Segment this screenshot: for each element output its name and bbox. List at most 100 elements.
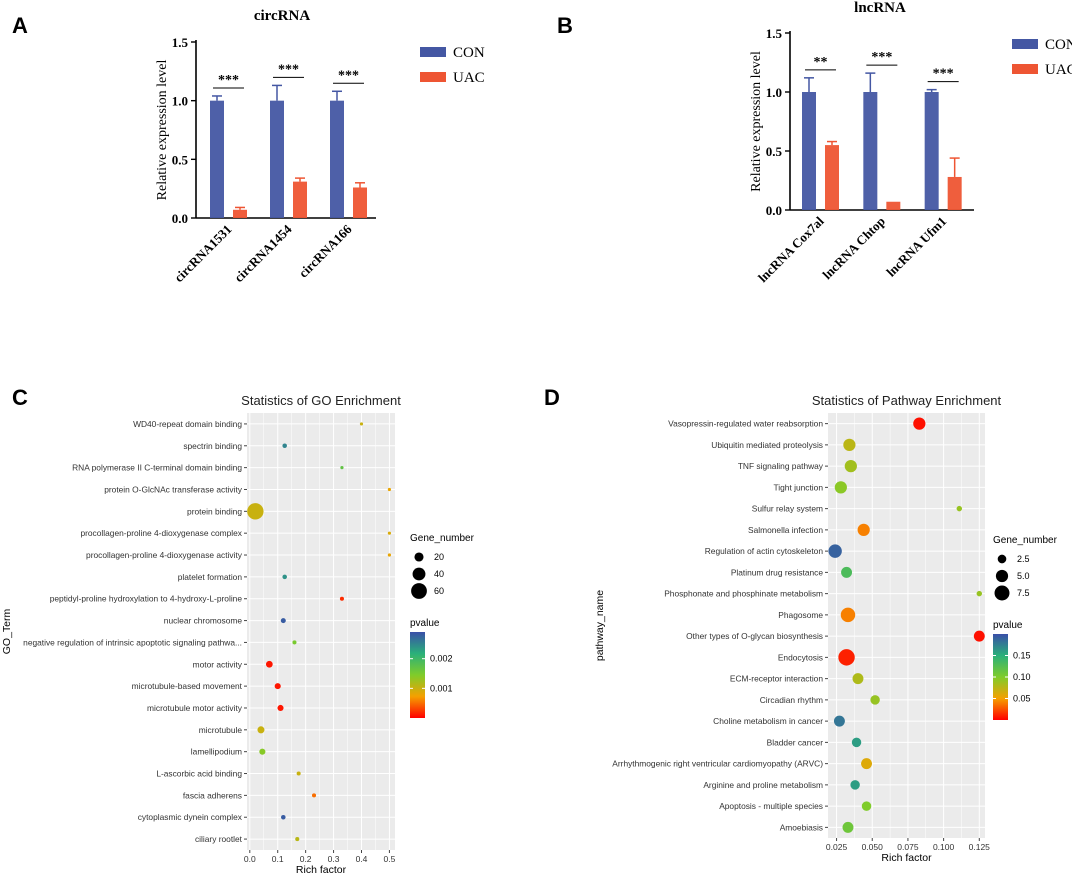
term-label: Endocytosis — [778, 652, 823, 662]
term-label: microtubule motor activity — [147, 703, 243, 713]
y-tick-label: 0.0 — [766, 203, 782, 218]
data-point — [851, 737, 862, 748]
y-axis-label: GO_Term — [1, 608, 13, 654]
data-point — [833, 715, 845, 727]
panel-letter-b: B — [557, 13, 573, 38]
bar-con — [330, 100, 344, 218]
y-tick-label: 1.0 — [766, 85, 782, 100]
data-point — [257, 726, 265, 734]
term-label: Tight junction — [773, 482, 823, 492]
data-point — [843, 438, 856, 451]
term-label: Phosphonate and phosphinate metabolism — [664, 589, 823, 599]
x-tick-label: 0.050 — [862, 842, 884, 852]
y-tick-label: 0.5 — [766, 144, 783, 159]
data-point — [850, 780, 860, 790]
size-legend-dot — [997, 554, 1007, 564]
size-legend-label: 60 — [434, 586, 444, 596]
bar-uac — [233, 209, 247, 218]
data-point — [282, 443, 287, 449]
color-legend-label: 0.002 — [430, 654, 453, 664]
x-tick-label: 0.0 — [244, 854, 256, 864]
term-label: Sulfur relay system — [752, 504, 823, 514]
chart-title: Statistics of Pathway Enrichment — [812, 393, 1002, 408]
x-tick-label: 0.4 — [356, 854, 368, 864]
panel-letter-a: A — [12, 13, 28, 38]
legend-swatch-con — [1012, 39, 1038, 49]
data-point — [861, 801, 872, 811]
term-label: Salmonella infection — [748, 525, 823, 535]
term-label: ECM-receptor interaction — [730, 674, 823, 684]
chart-title: Statistics of GO Enrichment — [241, 393, 401, 408]
y-tick-label: 1.0 — [172, 94, 188, 109]
term-label: Circadian rhythm — [760, 695, 823, 705]
term-label: Ubiquitin mediated proteolysis — [711, 440, 823, 450]
size-legend-label: 2.5 — [1017, 554, 1030, 564]
y-tick-label: 1.5 — [172, 35, 189, 50]
y-tick-label: 0.0 — [172, 211, 188, 226]
y-tick-label: 1.5 — [766, 26, 783, 41]
size-legend-title: Gene_number — [410, 533, 475, 544]
panel-letter-d: D — [544, 385, 560, 410]
term-label: Platinum drug resistance — [731, 567, 824, 577]
term-label: cytoplasmic dynein complex — [138, 812, 243, 822]
color-legend-title: pvalue — [993, 620, 1023, 631]
data-point — [840, 607, 856, 623]
significance-label: *** — [933, 67, 954, 82]
bar-con — [863, 92, 878, 210]
term-label: spectrin binding — [183, 441, 242, 451]
size-legend-dot — [994, 585, 1010, 601]
significance-label: *** — [871, 50, 892, 65]
term-label: negative regulation of intrinsic apoptot… — [23, 637, 242, 647]
data-point — [280, 618, 286, 624]
term-label: Bladder cancer — [767, 737, 824, 747]
size-legend-dot — [414, 552, 424, 562]
legend-label-uac: UAC — [453, 70, 485, 86]
term-label: nuclear chromosome — [164, 616, 243, 626]
data-point — [387, 553, 392, 557]
term-label: microtubule — [199, 725, 243, 735]
legend-label-uac: UAC — [1045, 62, 1072, 78]
size-legend-dot — [412, 567, 426, 581]
x-category-label: circRNA1531 — [171, 222, 235, 286]
term-label: protein binding — [187, 506, 242, 516]
pathway-enrichment-chart: Statistics of Pathway Enrichment Vasopres… — [594, 393, 1058, 864]
data-point — [841, 566, 853, 578]
bar-uac — [886, 201, 901, 210]
size-legend-label: 5.0 — [1017, 571, 1030, 581]
data-point — [852, 673, 864, 685]
term-label: RNA polymerase II C-terminal domain bind… — [72, 463, 242, 473]
data-point — [857, 523, 870, 536]
chart-title: circRNA — [254, 8, 311, 24]
x-category-label: lncRNA Cox7al — [755, 213, 827, 285]
significance-label: *** — [278, 62, 299, 77]
y-axis-label: pathway_name — [594, 590, 606, 661]
term-label: microtubule-based movement — [132, 681, 243, 691]
x-tick-label: 0.025 — [826, 842, 848, 852]
x-axis-label: Rich factor — [881, 852, 932, 864]
term-label: motor activity — [193, 659, 243, 669]
term-label: Phagosome — [778, 610, 823, 620]
term-label: procollagen-proline 4-dioxygenase activi… — [86, 550, 243, 560]
data-point — [247, 503, 264, 520]
x-tick-label: 0.5 — [384, 854, 396, 864]
color-legend-bar — [410, 632, 425, 718]
go-enrichment-chart: Statistics of GO Enrichment WD40-repeat d… — [1, 393, 475, 876]
data-point — [296, 771, 301, 776]
color-legend-bar — [993, 634, 1008, 720]
data-point — [274, 683, 281, 690]
y-axis-label: Relative expression level — [749, 51, 764, 192]
data-point — [292, 640, 297, 645]
data-point — [340, 466, 344, 470]
legend-swatch-con — [420, 47, 446, 57]
bar-uac — [825, 145, 839, 210]
data-point — [387, 487, 392, 492]
term-label: Regulation of actin cytoskeleton — [705, 546, 824, 556]
term-label: protein O-GlcNAc transferase activity — [104, 484, 243, 494]
x-category-label: lncRNA Chtop — [819, 214, 888, 283]
data-point — [281, 814, 286, 820]
size-legend-dot — [995, 569, 1009, 583]
chart-title: lncRNA — [854, 0, 906, 16]
data-point — [339, 596, 344, 601]
